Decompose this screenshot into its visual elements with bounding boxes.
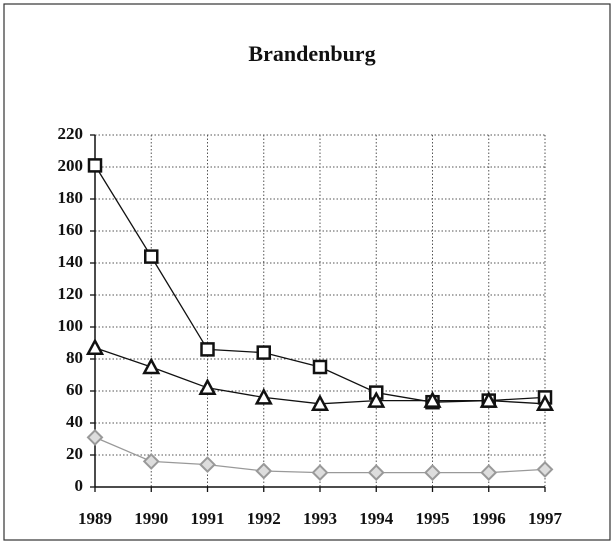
marker <box>254 387 273 405</box>
marker <box>142 357 161 375</box>
marker <box>87 158 103 173</box>
y-tick-label: 120 <box>58 284 84 303</box>
marker <box>200 342 215 357</box>
y-tick-label: 140 <box>58 252 84 271</box>
marker <box>198 378 217 396</box>
y-tick-label: 100 <box>58 316 84 335</box>
y-tick-label: 80 <box>66 348 83 367</box>
marker <box>199 456 216 474</box>
marker <box>423 390 442 408</box>
marker <box>424 464 441 482</box>
y-tick-label: 20 <box>66 444 83 463</box>
marker <box>367 390 386 408</box>
marker <box>479 390 498 408</box>
marker <box>142 452 160 470</box>
x-tick-label: 1992 <box>247 509 281 528</box>
y-tick-label: 200 <box>58 156 84 175</box>
marker <box>312 359 328 375</box>
marker <box>310 394 330 412</box>
y-tick-label: 0 <box>75 476 84 495</box>
x-tick-label: 1997 <box>528 509 563 528</box>
y-tick-label: 180 <box>58 188 84 207</box>
marker <box>255 462 273 480</box>
marker <box>535 394 555 412</box>
x-tick-label: 1994 <box>359 509 394 528</box>
x-tick-label: 1989 <box>78 509 112 528</box>
x-tick-label: 1991 <box>191 509 225 528</box>
marker <box>536 460 554 478</box>
y-tick-label: 160 <box>58 220 84 239</box>
marker <box>85 338 105 356</box>
x-tick-label: 1996 <box>472 509 506 528</box>
marker <box>144 249 159 264</box>
marker <box>86 428 104 446</box>
y-tick-label: 60 <box>66 380 83 399</box>
x-tick-label: 1990 <box>134 509 168 528</box>
y-tick-label: 220 <box>58 124 84 143</box>
marker <box>480 464 498 482</box>
marker <box>311 464 329 482</box>
x-tick-label: 1993 <box>303 509 337 528</box>
x-tick-label: 1995 <box>416 509 450 528</box>
y-tick-label: 40 <box>66 412 83 431</box>
chart-title: Brandenburg <box>248 41 375 66</box>
marker <box>256 345 271 360</box>
chart-frame <box>3 3 611 541</box>
marker <box>367 464 385 482</box>
